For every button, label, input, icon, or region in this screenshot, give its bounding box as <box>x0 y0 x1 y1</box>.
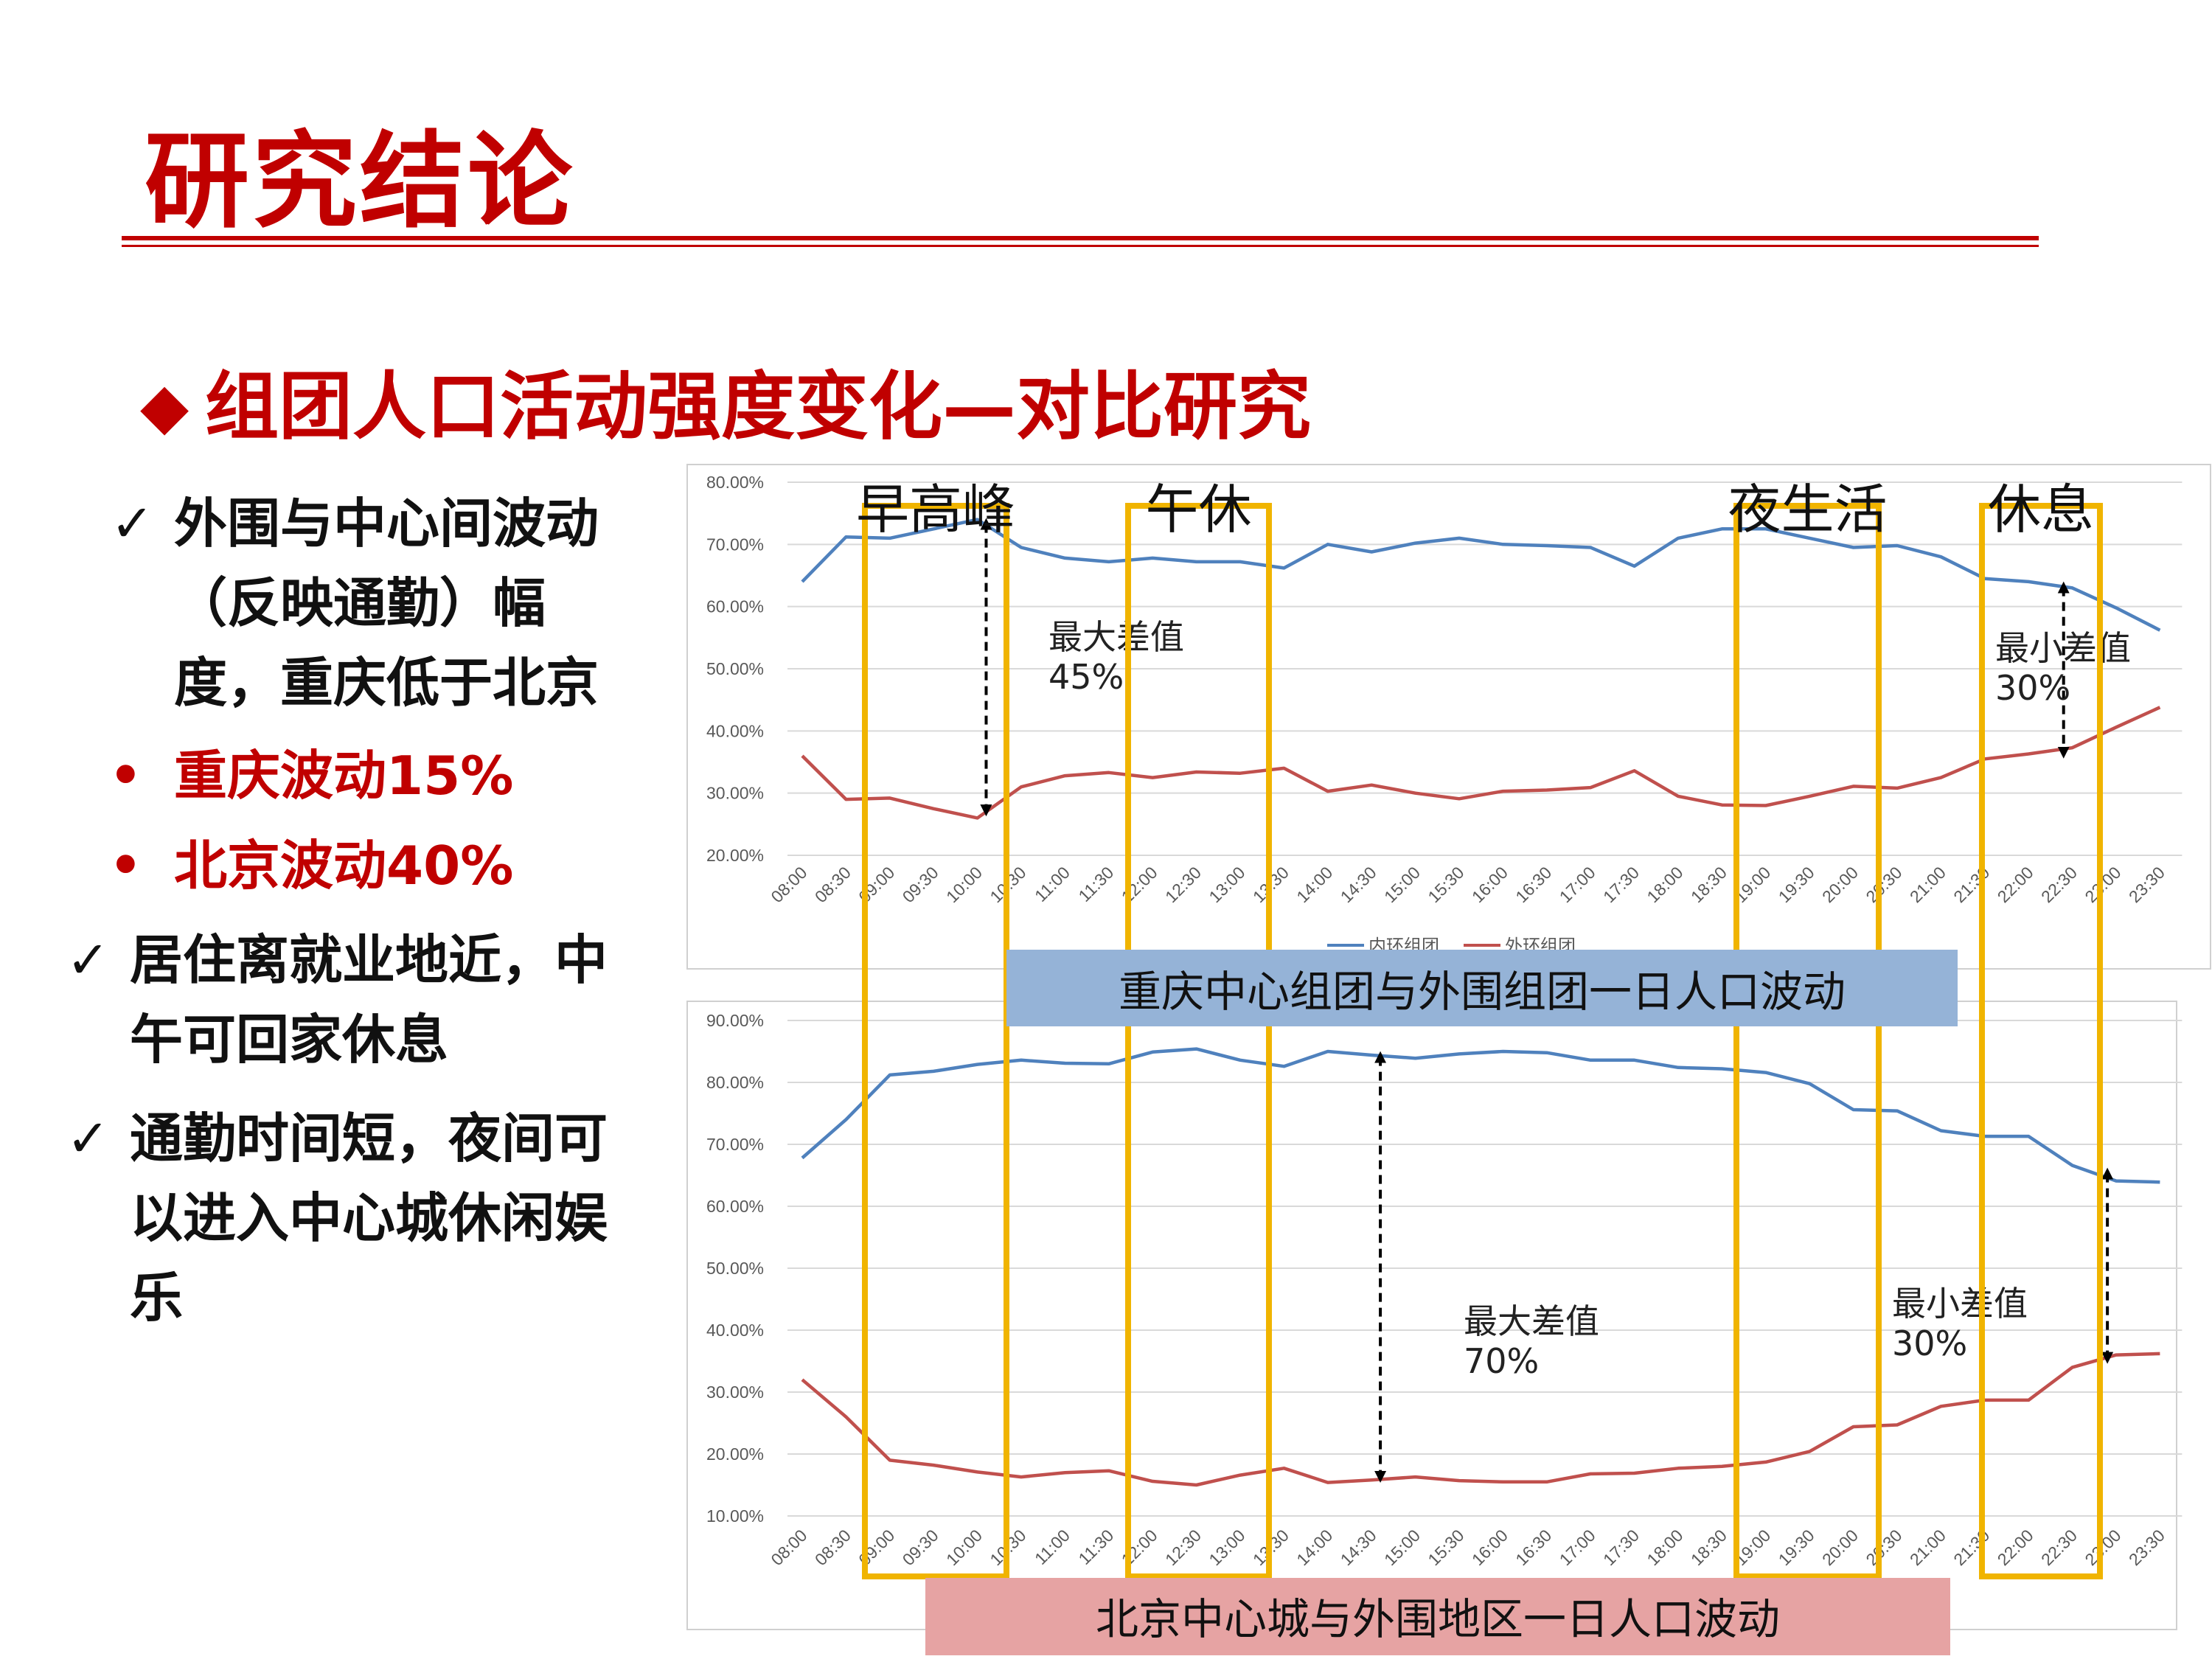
chart-1-series-outer-line <box>801 706 2161 820</box>
chart-2-y-tick-label: 80.00% <box>706 1073 764 1092</box>
period-highlight-box <box>1125 503 1272 1579</box>
chart-2-y-tick-label: 10.00% <box>706 1506 764 1526</box>
conclusion-1-line-3: 度，重庆低于北京 <box>174 652 599 714</box>
chart-2-y-tick-label: 30.00% <box>706 1382 764 1402</box>
chart-1-title-box <box>1006 950 1958 1026</box>
conclusion-3-line-1: 通勤时间短，夜间可 <box>130 1107 608 1169</box>
check-icon: ✓ <box>111 493 154 554</box>
chart-2-frame <box>686 1001 2177 1630</box>
chart-1-annotation-label: 最小差值 <box>1995 628 2131 668</box>
title-divider <box>122 236 2039 240</box>
chart-2-annotation-value: 30% <box>1892 1324 1967 1363</box>
chart-2-y-tick-label: 50.00% <box>706 1259 764 1278</box>
period-highlight-box <box>862 503 1009 1579</box>
chart-1-annotation-value: 30% <box>1995 668 2070 708</box>
chart-2-annotation-label: 最大差值 <box>1464 1301 1599 1341</box>
chart-2-y-tick-label: 60.00% <box>706 1197 764 1216</box>
chart-2-y-tick-label: 20.00% <box>706 1444 764 1464</box>
conclusion-3-line-3: 乐 <box>130 1267 184 1329</box>
conclusion-2-line-1: 居住离就业地近，中 <box>130 929 608 991</box>
chart-1-y-tick-label: 50.00% <box>706 659 764 678</box>
chart-1-title: 重庆中心组团与外围组团一日人口波动 <box>1119 967 1846 1017</box>
conclusion-3-line-2: 以进入中心城休闲娱 <box>130 1187 608 1249</box>
sub-point-beijing-text: 北京波动40% <box>174 835 514 897</box>
chart-1-series-inner-line <box>801 518 2161 632</box>
period-highlight-box <box>1733 503 1882 1579</box>
section-heading: ◆ 组团人口活动强度变化—对比研究 <box>140 347 1311 453</box>
chart-2-series-inner-line <box>801 1047 2160 1184</box>
chart-1-y-tick-label: 70.00% <box>706 535 764 554</box>
conclusion-item-1: ✓ 外围与中心间波动 （反映通勤）幅 度，重庆低于北京 <box>111 484 599 723</box>
chart-2-title: 北京中心城与外围地区一日人口波动 <box>1096 1594 1780 1644</box>
chart-1-frame <box>686 464 2211 970</box>
sub-point-beijing: • 北京波动40% <box>109 826 514 905</box>
check-icon: ✓ <box>66 930 110 990</box>
diamond-icon: ◆ <box>140 369 189 443</box>
chart-1-y-tick-label: 60.00% <box>706 597 764 616</box>
period-label: 早高峰 <box>856 479 1015 540</box>
title-divider-thin <box>122 245 2039 247</box>
chart-1-y-tick-label: 80.00% <box>706 473 764 492</box>
slide-title: 研究结论 <box>145 121 575 243</box>
period-label: 夜生活 <box>1728 479 1887 540</box>
conclusion-2-line-2: 午可回家休息 <box>130 1009 449 1071</box>
sub-point-chongqing-text: 重庆波动15% <box>174 745 514 807</box>
chart-2-annotation-value: 70% <box>1464 1341 1539 1381</box>
chart-2-y-tick-label: 70.00% <box>706 1135 764 1154</box>
conclusion-item-3: ✓ 通勤时间短，夜间可 以进入中心城休闲娱 乐 <box>66 1099 608 1338</box>
chart-2-series-outer-line <box>801 1352 2160 1487</box>
check-icon: ✓ <box>66 1108 110 1169</box>
chart-2-y-tick-label: 90.00% <box>706 1011 764 1030</box>
bullet-dot-icon: • <box>109 745 142 806</box>
bullet-dot-icon: • <box>109 835 142 896</box>
chart-1-annotation-value: 45% <box>1048 657 1124 697</box>
period-label: 休息 <box>1988 479 2094 540</box>
chart-1-y-tick-label: 30.00% <box>706 784 764 803</box>
chart-2-annotation-label: 最小差值 <box>1892 1284 2028 1324</box>
section-heading-text: 组团人口活动强度变化—对比研究 <box>205 364 1311 450</box>
conclusion-1-line-1: 外围与中心间波动 <box>174 493 599 554</box>
chart-2-y-tick-label: 40.00% <box>706 1321 764 1340</box>
period-highlight-box <box>1979 503 2103 1579</box>
chart-1-y-tick-label: 40.00% <box>706 721 764 740</box>
chart-1-y-tick-label: 20.00% <box>706 846 764 865</box>
period-label: 午休 <box>1145 479 1251 540</box>
sub-point-chongqing: • 重庆波动15% <box>109 736 514 815</box>
chart-2-title-box <box>925 1578 1950 1655</box>
chart-1-annotation-label: 最大差值 <box>1048 617 1184 657</box>
period-highlights: 早高峰 午休 夜生活 休息重庆中心组团与外围组团一日人口波动北京中心城与外围地区一日人… <box>856 479 2103 1655</box>
conclusion-item-2: ✓ 居住离就业地近，中 午可回家休息 <box>66 920 608 1079</box>
conclusion-1-line-2: （反映通勤）幅 <box>174 572 546 634</box>
